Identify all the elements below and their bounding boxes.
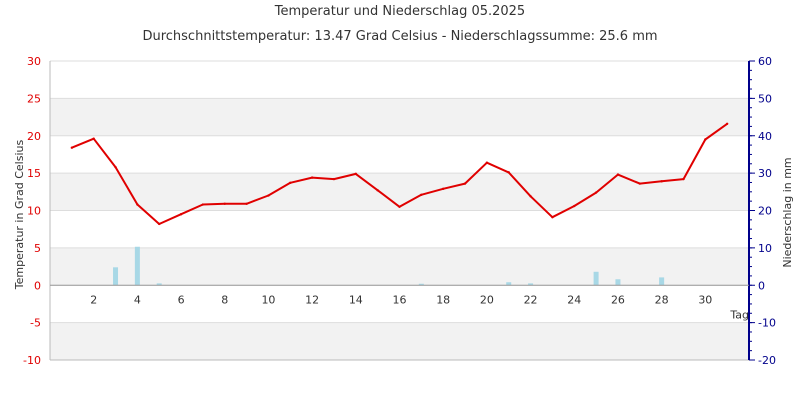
- temperature-point: [682, 177, 685, 181]
- y-left-tick-label: -5: [30, 317, 41, 330]
- y-left-axis-title: Temperatur in Grad Celsius: [13, 140, 26, 291]
- y-right-tick-label: 60: [758, 55, 772, 68]
- temperature-point: [70, 146, 74, 149]
- temperature-point: [114, 165, 117, 169]
- temperature-point: [158, 222, 161, 226]
- temperature-point: [441, 187, 445, 191]
- y-left-tick-label: 25: [27, 92, 41, 105]
- precipitation-bar: [528, 283, 534, 286]
- x-tick-label: 18: [436, 293, 450, 306]
- temperature-point: [376, 189, 379, 192]
- temperature-point: [551, 216, 554, 219]
- temperature-point: [179, 213, 183, 216]
- y-right-tick-label: 20: [758, 205, 772, 218]
- temperature-point: [92, 137, 95, 140]
- temperature-point: [201, 203, 205, 206]
- temperature-point: [289, 181, 292, 185]
- temperature-point: [267, 194, 270, 197]
- y-left-tick-label: 10: [27, 205, 41, 218]
- x-tick-label: 8: [221, 293, 228, 306]
- x-tick-label: 16: [393, 293, 407, 306]
- temperature-point: [507, 171, 510, 174]
- x-tick-label: 6: [178, 293, 185, 306]
- temperature-point: [463, 182, 467, 185]
- x-tick-label: 26: [611, 293, 625, 306]
- y-left-tick-label: 15: [27, 167, 41, 180]
- temperature-point: [704, 138, 707, 141]
- precipitation-bar: [506, 282, 512, 286]
- y-right-axis-title: Niederschlag in mm: [781, 157, 794, 267]
- y-right-tick-label: 0: [758, 279, 765, 292]
- x-tick-label: 24: [567, 293, 581, 306]
- precipitation-bar: [134, 246, 140, 286]
- y-left-tick-label: 20: [27, 130, 41, 143]
- temperature-point: [616, 173, 620, 176]
- plot-band: [50, 135, 749, 174]
- temperature-point: [354, 172, 358, 176]
- x-tick-label: 2: [90, 293, 97, 306]
- chart-title: Temperatur und Niederschlag 05.2025: [274, 4, 526, 19]
- y-left-tick-label: 0: [34, 279, 41, 292]
- temperature-point: [332, 177, 336, 181]
- chart-subtitle: Durchschnittstemperatur: 13.47 Grad Cels…: [142, 29, 658, 44]
- temperature-point: [136, 203, 139, 206]
- x-tick-label: 20: [480, 293, 494, 306]
- temperature-point: [420, 193, 423, 197]
- plot-band: [50, 173, 749, 211]
- x-axis-label: Tag: [729, 309, 749, 322]
- y-right-tick-label: 50: [758, 92, 772, 105]
- y-right-tick-label: 30: [758, 167, 772, 180]
- x-tick-label: 22: [524, 293, 538, 306]
- plot-band: [50, 285, 749, 323]
- temperature-point: [660, 180, 663, 183]
- y-left-tick-label: -10: [23, 354, 41, 367]
- temperature-point: [485, 161, 489, 164]
- x-tick-label: 10: [261, 293, 275, 306]
- temperature-point: [529, 195, 532, 198]
- temperature-point: [594, 191, 598, 194]
- precipitation-bar: [113, 267, 119, 286]
- precipitation-bar: [418, 283, 424, 286]
- temperature-point: [310, 176, 314, 179]
- plot-band: [50, 98, 749, 136]
- temperature-point: [223, 202, 226, 205]
- x-tick-label: 14: [349, 293, 363, 306]
- x-tick-label: 12: [305, 293, 319, 306]
- precipitation-bar: [156, 283, 162, 286]
- temperature-point: [573, 204, 576, 208]
- plot-band: [50, 322, 749, 360]
- temperature-point: [245, 202, 248, 205]
- y-right-tick-label: -20: [758, 354, 776, 367]
- precipitation-bar: [615, 279, 621, 286]
- y-right-tick-label: 10: [758, 242, 772, 255]
- plot-band: [50, 247, 749, 286]
- temperature-point: [725, 122, 729, 125]
- x-tick-label: 4: [134, 293, 141, 306]
- temperature-point: [398, 205, 401, 208]
- temperature-point: [638, 182, 641, 185]
- plot-band: [50, 61, 749, 99]
- precipitation-bar: [659, 277, 665, 286]
- plot-band: [50, 210, 749, 248]
- y-left-tick-label: 30: [27, 55, 41, 68]
- y-right-tick-label: -10: [758, 317, 776, 330]
- x-tick-label: 30: [698, 293, 712, 306]
- x-tick-label: 28: [655, 293, 669, 306]
- y-right-tick-label: 40: [758, 130, 772, 143]
- y-left-tick-label: 5: [34, 242, 41, 255]
- precipitation-bar: [593, 271, 599, 286]
